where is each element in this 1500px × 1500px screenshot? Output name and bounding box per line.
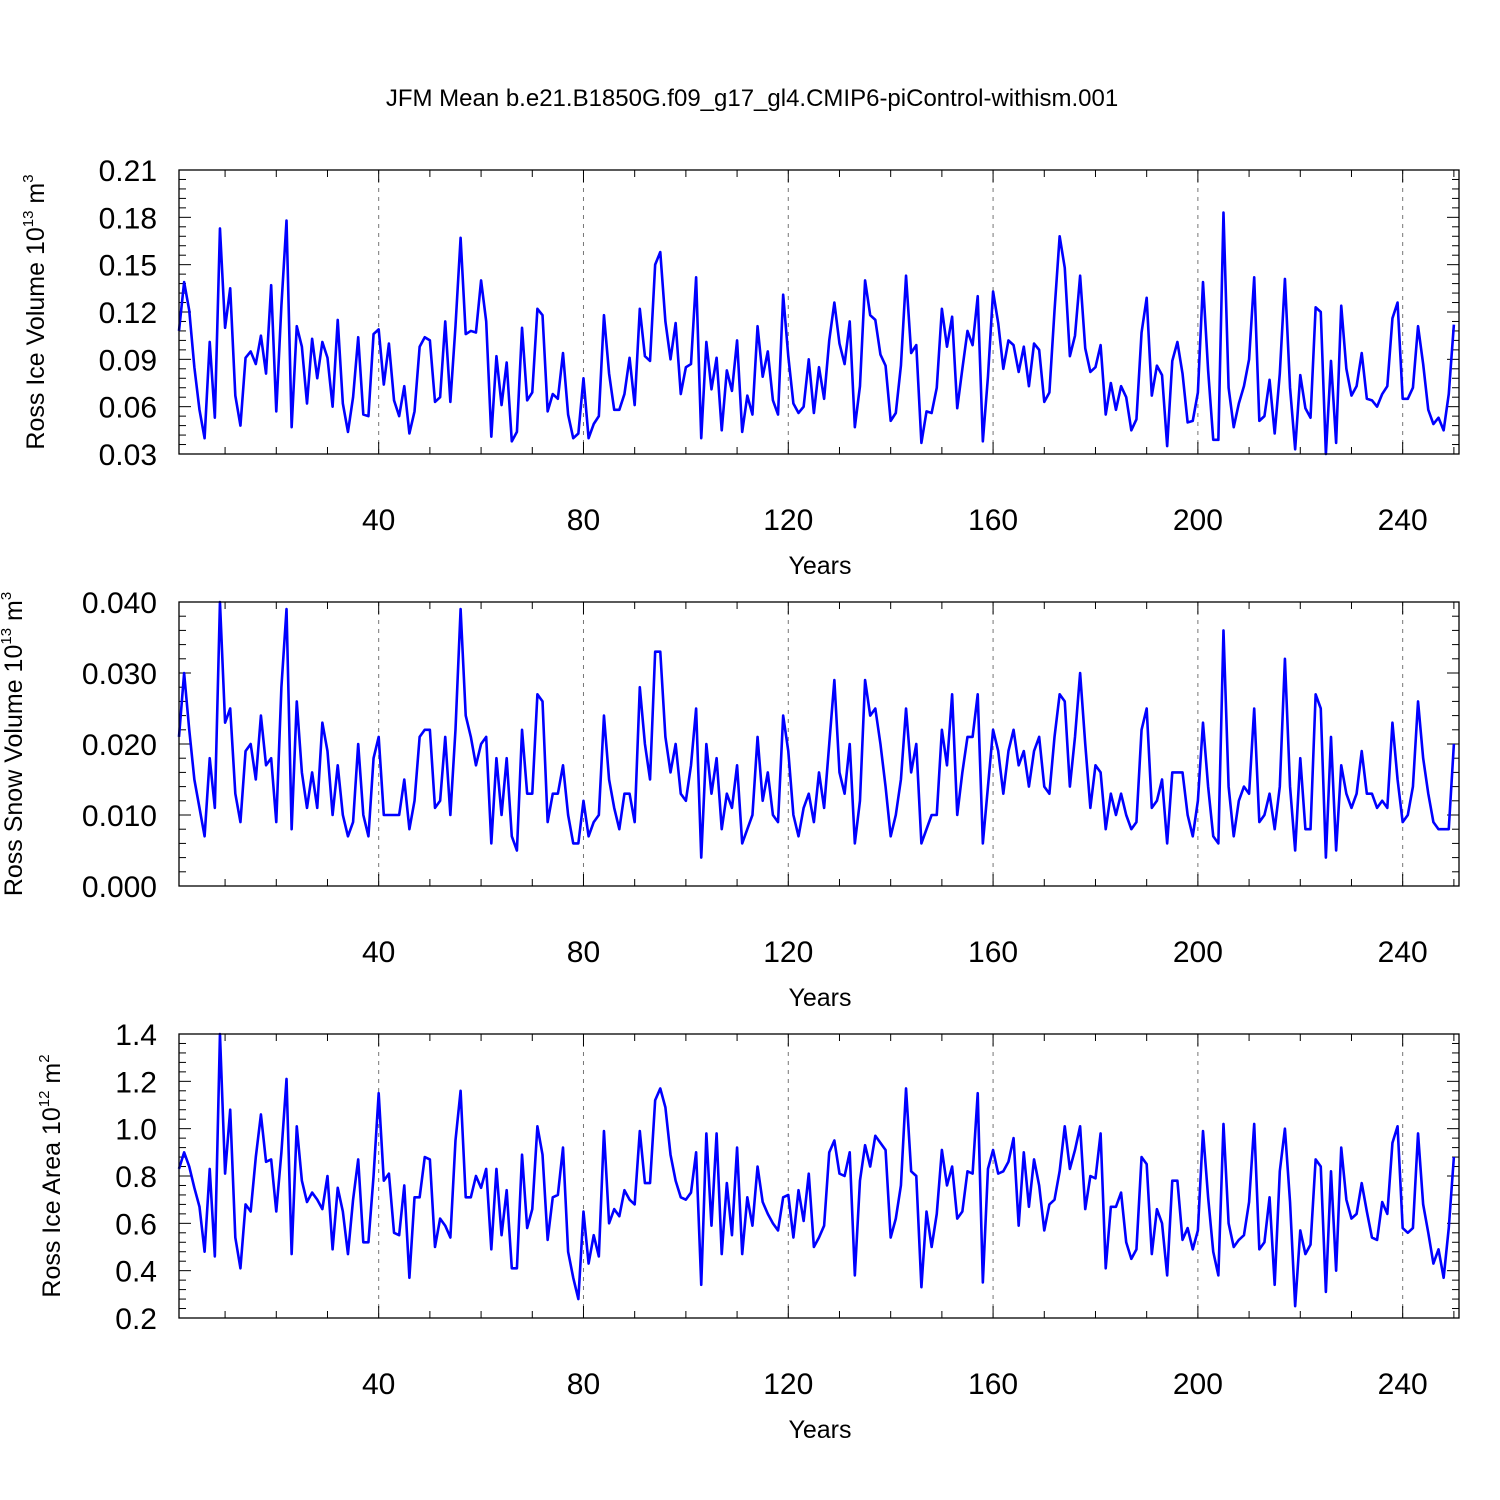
panels: 0.03 0.06 0.09 0.12 0.15 0.18 0.21 40 80 120 160 20… [0, 155, 1460, 1444]
plot-frame [178, 601, 1460, 887]
y-tick-label: 0.040 [82, 587, 157, 620]
y-tick-label: 0.4 [115, 1256, 157, 1289]
x-tick-label: 120 [763, 936, 813, 969]
y-tick-label: 0.12 [99, 297, 157, 330]
y-tick-label: 0.06 [99, 392, 157, 425]
x-tick-label: 160 [968, 936, 1018, 969]
y-tick-label: 0.09 [99, 344, 157, 377]
y-axis-title: Ross Ice Volume 1013 m3 [20, 174, 50, 449]
x-tick-label: 40 [362, 1368, 395, 1401]
x-tick-label: 240 [1378, 1368, 1428, 1401]
y-tick-label: 1.0 [115, 1114, 157, 1147]
y-tick-label: 0.000 [82, 871, 157, 904]
chart-panel-2: 0.000 0.010 0.020 0.030 0.040 40 80 120 160 200 24… [0, 587, 1460, 1012]
y-axis-title: Ross Snow Volume 1013 m3 [0, 592, 28, 896]
x-tick-label: 120 [763, 504, 813, 537]
y-tick-label: 1.4 [115, 1019, 157, 1052]
y-tick-label: 0.8 [115, 1161, 157, 1194]
y-tick-label: 0.15 [99, 250, 157, 283]
y-tick-label: 0.2 [115, 1303, 157, 1336]
y-tick-label: 0.020 [82, 729, 157, 762]
y-axis-title: Ross Ice Area 1012 m2 [36, 1054, 66, 1297]
y-tick-label: 0.21 [99, 155, 157, 188]
x-axis-title: Years [788, 1416, 851, 1444]
x-tick-label: 80 [567, 504, 600, 537]
series-line [177, 211, 1456, 456]
x-tick-label: 40 [362, 504, 395, 537]
plot-frame [178, 1033, 1460, 1319]
chart-panel-3: 0.2 0.4 0.6 0.8 1.0 1.2 1.4 40 80 120 160 200 240 Yea… [36, 1019, 1460, 1444]
x-tick-label: 40 [362, 936, 395, 969]
chart-panel-1: 0.03 0.06 0.09 0.12 0.15 0.18 0.21 40 80 120 160 20… [20, 155, 1460, 580]
x-tick-label: 120 [763, 1368, 813, 1401]
y-tick-label: 0.010 [82, 800, 157, 833]
series-line [177, 600, 1456, 859]
x-tick-label: 200 [1173, 504, 1223, 537]
x-tick-label: 240 [1378, 936, 1428, 969]
x-tick-label: 200 [1173, 1368, 1223, 1401]
plot-frame [178, 169, 1460, 455]
y-tick-label: 0.6 [115, 1208, 157, 1241]
y-tick-label: 0.030 [82, 658, 157, 691]
y-tick-label: 0.18 [99, 202, 157, 235]
x-axis-title: Years [788, 984, 851, 1012]
x-tick-label: 160 [968, 1368, 1018, 1401]
x-tick-label: 80 [567, 936, 600, 969]
y-tick-label: 1.2 [115, 1066, 157, 1099]
figure-title: JFM Mean b.e21.B1850G.f09_g17_gl4.CMIP6-… [386, 85, 1118, 112]
series-line [177, 1032, 1456, 1308]
x-tick-label: 240 [1378, 504, 1428, 537]
x-tick-label: 160 [968, 504, 1018, 537]
x-tick-label: 200 [1173, 936, 1223, 969]
x-axis-title: Years [788, 552, 851, 580]
x-tick-label: 80 [567, 1368, 600, 1401]
y-tick-label: 0.03 [99, 439, 157, 472]
